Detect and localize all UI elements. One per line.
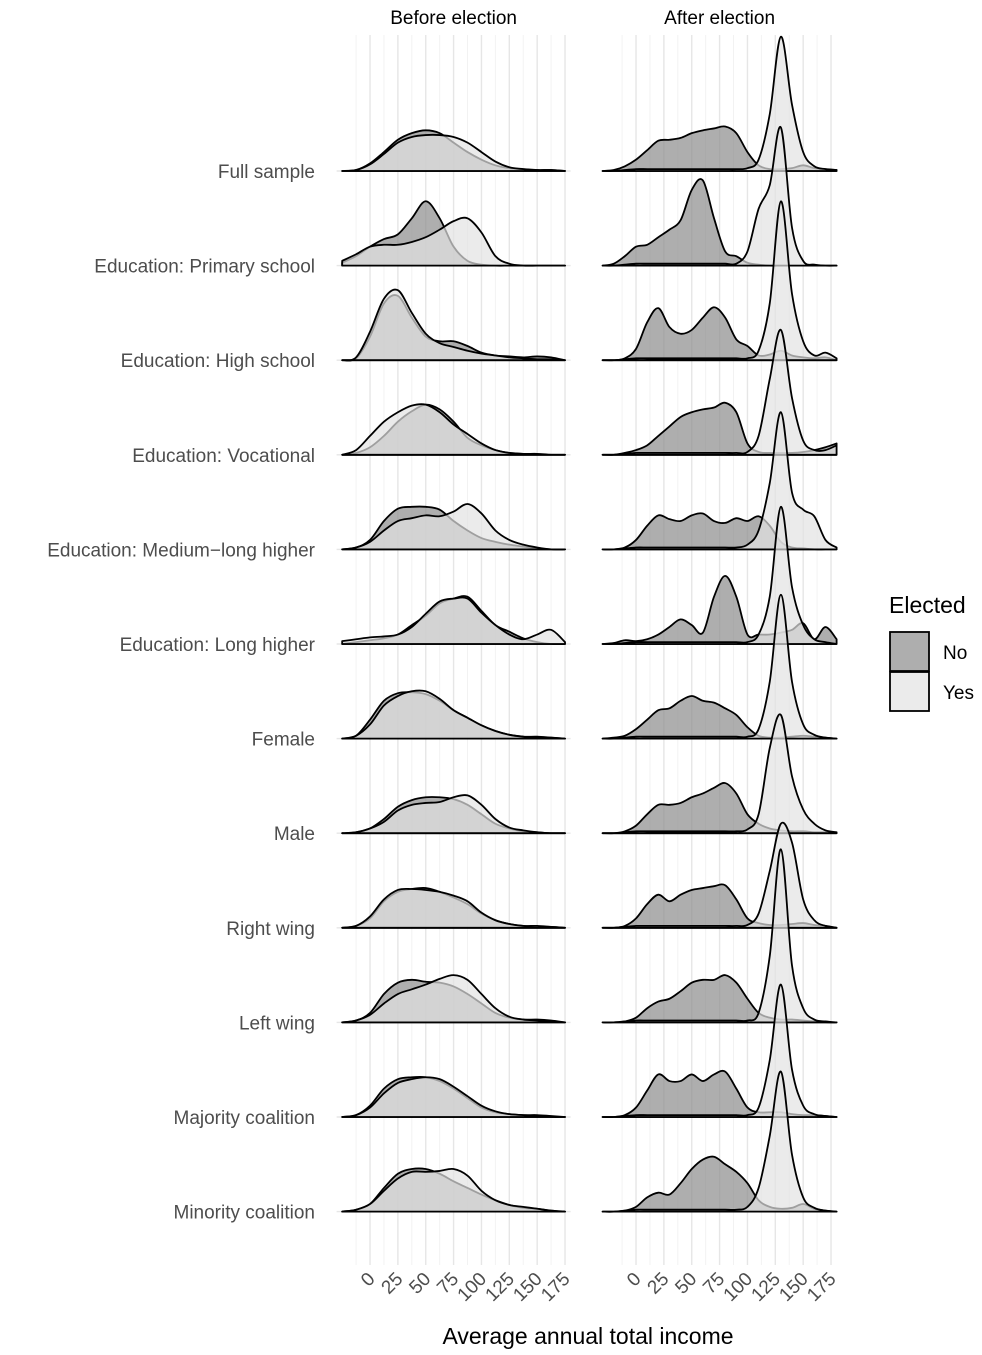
x-tick-label: 0 xyxy=(357,1269,379,1291)
legend-label: No xyxy=(943,643,967,664)
density-ridge xyxy=(341,1167,566,1213)
density-ridge xyxy=(601,713,838,835)
density-ridge xyxy=(341,133,566,172)
y-tick-label: Education: High school xyxy=(121,351,315,372)
legend-key xyxy=(889,671,930,712)
y-tick-label: Right wing xyxy=(226,919,315,940)
density-ridge xyxy=(601,1070,838,1213)
x-tick-label: 25 xyxy=(644,1269,674,1299)
x-tick-label: 0 xyxy=(623,1269,645,1291)
facet-title: After election xyxy=(664,8,775,29)
density-ridge xyxy=(341,689,566,740)
density-ridge xyxy=(341,216,566,267)
y-tick-label: Minority coalition xyxy=(174,1203,316,1224)
y-tick-label: Majority coalition xyxy=(174,1108,316,1129)
y-tick-label: Education: Medium−long higher xyxy=(47,540,315,561)
x-tick-label: 50 xyxy=(405,1269,435,1299)
ridges xyxy=(341,35,838,1213)
density-ridge xyxy=(341,794,566,835)
density-ridge xyxy=(601,848,838,1024)
x-tick-label: 25 xyxy=(378,1269,408,1299)
y-tick-label: Education: Vocational xyxy=(132,446,315,467)
x-axis-title: Average annual total income xyxy=(442,1323,733,1349)
density-ridge xyxy=(601,593,838,740)
y-tick-label: Education: Primary school xyxy=(94,257,315,278)
legend-label: Yes xyxy=(943,683,974,704)
density-ridge xyxy=(341,1076,566,1118)
density-ridge xyxy=(341,887,566,929)
labels: Before election0255075100125150175After … xyxy=(47,8,974,1306)
density-ridge xyxy=(601,200,838,362)
y-tick-label: Female xyxy=(252,730,315,751)
y-tick-label: Education: Long higher xyxy=(120,635,316,656)
density-ridge xyxy=(341,974,566,1024)
legend-key xyxy=(889,631,930,672)
density-ridge xyxy=(341,596,566,645)
x-tick-label: 175 xyxy=(803,1269,840,1306)
y-tick-label: Male xyxy=(274,824,315,845)
density-ridge xyxy=(341,403,566,456)
x-tick-label: 50 xyxy=(671,1269,701,1299)
legend-title: Elected xyxy=(889,592,966,618)
x-tick-label: 175 xyxy=(537,1269,574,1306)
facet-title: Before election xyxy=(390,8,517,29)
y-tick-label: Left wing xyxy=(239,1013,315,1034)
y-tick-label: Full sample xyxy=(218,162,315,183)
density-ridge xyxy=(341,503,566,551)
density-ridge xyxy=(341,288,566,362)
